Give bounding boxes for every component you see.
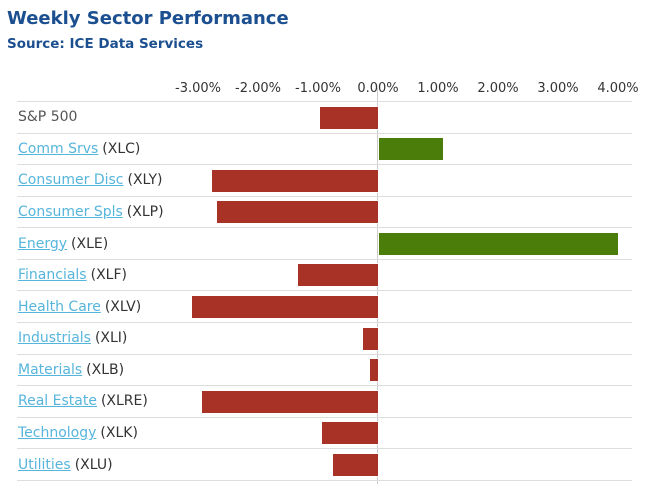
x-axis-tick-label: 4.00%	[597, 81, 639, 96]
sector-bar	[210, 168, 379, 193]
sector-label: Industrials (XLI)	[17, 330, 127, 346]
sector-ticker: (XLE)	[71, 235, 109, 252]
sector-link[interactable]: Consumer Disc	[18, 172, 124, 189]
sector-link[interactable]: Consumer Spls	[18, 203, 123, 220]
sector-row: Energy (XLE)	[17, 228, 632, 260]
sector-bar	[369, 358, 379, 383]
sector-bar	[377, 137, 445, 162]
sector-label: Utilities (XLU)	[17, 457, 113, 473]
sector-label: Financials (XLF)	[17, 267, 127, 283]
sector-label: Technology (XLK)	[17, 425, 138, 441]
sector-label: Energy (XLE)	[17, 236, 108, 252]
sector-name: S&P 500	[18, 109, 78, 126]
sector-label: Comm Srvs (XLC)	[17, 141, 140, 157]
sector-link[interactable]: Technology	[18, 425, 97, 442]
x-axis-tick-label: -1.00%	[295, 81, 341, 96]
sector-ticker: (XLP)	[126, 203, 164, 220]
page-title: Weekly Sector Performance	[7, 8, 289, 29]
sector-bar	[378, 231, 619, 256]
sector-label: Consumer Spls (XLP)	[17, 204, 164, 220]
sector-ticker: (XLF)	[90, 267, 127, 284]
sector-ticker: (XLY)	[127, 172, 163, 189]
x-axis-tick-label: 0.00%	[357, 81, 399, 96]
sector-link[interactable]: Energy	[18, 235, 68, 252]
sector-ticker: (XLI)	[94, 330, 128, 347]
sector-link[interactable]: Financials	[18, 267, 87, 284]
sector-ticker: (XLU)	[74, 456, 113, 473]
sector-bar	[191, 294, 379, 319]
x-axis-tick-label: 2.00%	[477, 81, 519, 96]
sector-bar	[201, 389, 379, 414]
sector-link[interactable]: Comm Srvs	[18, 140, 99, 157]
sector-link[interactable]: Real Estate	[18, 393, 97, 410]
sector-row: Utilities (XLU)	[17, 449, 632, 481]
sector-link[interactable]: Health Care	[18, 298, 101, 315]
sector-row: Consumer Disc (XLY)	[17, 165, 632, 197]
sector-row: Materials (XLB)	[17, 355, 632, 387]
sector-ticker: (XLV)	[104, 298, 142, 315]
sector-ticker: (XLK)	[100, 425, 138, 442]
sector-row: S&P 500	[17, 102, 632, 134]
sector-bar	[332, 452, 379, 477]
sector-ticker: (XLRE)	[100, 393, 148, 410]
sector-label: Health Care (XLV)	[17, 299, 141, 315]
chart-grid: S&P 500 Comm Srvs (XLC) Consumer Disc (XLY) C…	[17, 101, 632, 481]
sector-row: Real Estate (XLRE)	[17, 386, 632, 418]
sector-row: Financials (XLF)	[17, 260, 632, 292]
sector-ticker: (XLC)	[102, 140, 141, 157]
x-axis-tick-label: 3.00%	[537, 81, 579, 96]
sector-link[interactable]: Industrials	[18, 330, 91, 347]
sector-bar	[318, 105, 379, 130]
sector-label: Materials (XLB)	[17, 362, 124, 378]
sector-row: Industrials (XLI)	[17, 323, 632, 355]
sector-row: Consumer Spls (XLP)	[17, 197, 632, 229]
sector-label: S&P 500	[17, 109, 77, 125]
x-axis-tick-label: 1.00%	[417, 81, 459, 96]
sector-bar	[297, 263, 379, 288]
sector-link[interactable]: Materials	[18, 361, 83, 378]
sector-bar	[362, 326, 379, 351]
sector-bar	[321, 421, 379, 446]
sector-link[interactable]: Utilities	[18, 456, 71, 473]
x-axis-tick-label: -2.00%	[235, 81, 281, 96]
sector-row: Comm Srvs (XLC)	[17, 134, 632, 166]
sector-row: Technology (XLK)	[17, 418, 632, 450]
sector-row: Health Care (XLV)	[17, 291, 632, 323]
sector-ticker: (XLB)	[86, 361, 125, 378]
sector-label: Consumer Disc (XLY)	[17, 172, 163, 188]
sector-bar	[216, 200, 379, 225]
chart-source: Source: ICE Data Services	[7, 36, 204, 52]
sector-label: Real Estate (XLRE)	[17, 393, 148, 409]
x-axis-tick-label: -3.00%	[175, 81, 221, 96]
